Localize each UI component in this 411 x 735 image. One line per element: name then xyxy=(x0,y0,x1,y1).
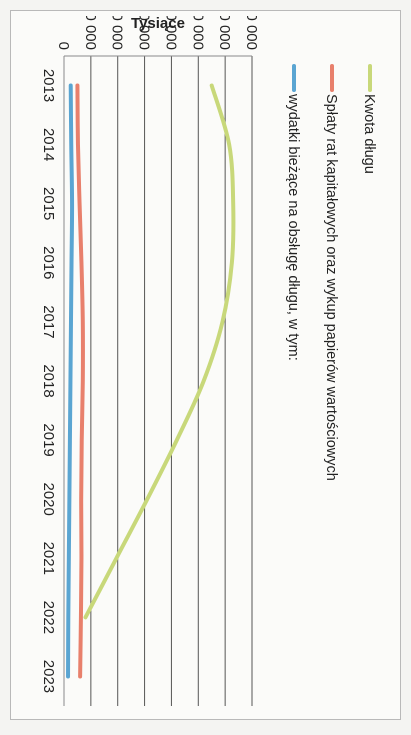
debt-line-chart: Kwota długu Spłaty rat kapitałowych oraz … xyxy=(40,4,377,706)
series-line-3 xyxy=(66,83,75,679)
y-tick-label: 20 000 xyxy=(109,16,126,50)
series-line-1 xyxy=(83,83,236,620)
y-tick-label: 60 000 xyxy=(216,16,233,50)
x-tick-label: 2022 xyxy=(40,601,57,634)
x-tick-label: 2020 xyxy=(40,482,57,515)
series-line-2 xyxy=(75,83,85,679)
y-tick-label: 0 xyxy=(55,42,72,50)
x-tick-label: 2019 xyxy=(40,423,57,456)
rotated-chart-stage: Kwota długu Spłaty rat kapitałowych oraz … xyxy=(19,4,400,716)
y-tick-label: 70 000 xyxy=(243,16,260,50)
legend-label: wydatki bieżące na obsługę długu, w tym: xyxy=(285,93,301,361)
y-tick-label: 30 000 xyxy=(136,16,153,50)
x-tick-label: 2018 xyxy=(40,364,57,397)
legend-label: Spłaty rat kapitałowych oraz wykup papie… xyxy=(323,94,339,481)
y-tick-labels: 0 10 000 20 000 30 000 40 000 50 000 60 000 70 … xyxy=(55,4,260,50)
series-lines xyxy=(66,83,236,679)
y-axis-label: Tysiące xyxy=(131,16,185,32)
x-tick-label: 2023 xyxy=(40,660,57,693)
x-tick-labels: 2013 2014 2015 2016 2017 2018 2019 2020 2021 2022… xyxy=(40,69,57,693)
gridlines xyxy=(63,55,253,706)
legend-label: Kwota długu xyxy=(361,94,377,174)
x-tick-label: 2021 xyxy=(40,542,57,575)
x-tick-label: 2016 xyxy=(40,246,57,279)
x-tick-label: 2014 xyxy=(40,128,57,161)
y-tick-label: 40 000 xyxy=(162,16,179,50)
x-tick-label: 2013 xyxy=(40,69,57,102)
y-tick-label: 10 000 xyxy=(82,16,99,50)
chart-frame: Kwota długu Spłaty rat kapitałowych oraz … xyxy=(10,4,401,720)
x-tick-label: 2017 xyxy=(40,305,57,338)
x-tick-label: 2015 xyxy=(40,187,57,220)
y-tick-label: 50 000 xyxy=(189,16,206,50)
legend: Kwota długu Spłaty rat kapitałowych oraz … xyxy=(285,64,377,481)
